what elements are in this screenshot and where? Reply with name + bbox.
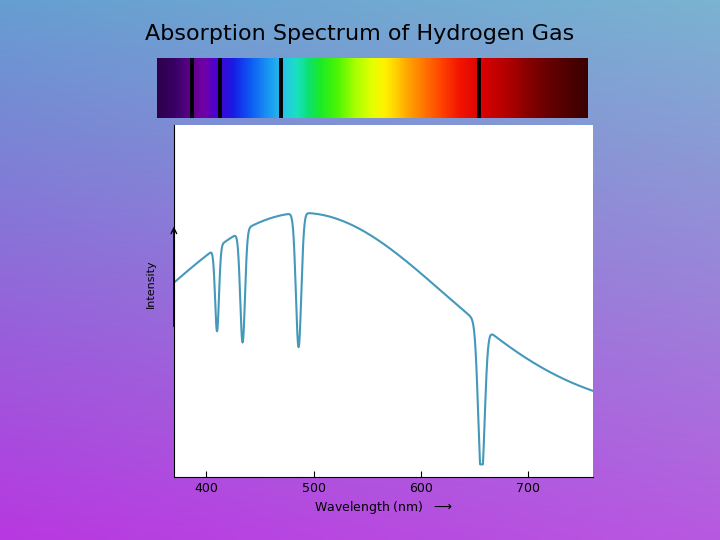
Text: Intensity: Intensity (146, 259, 156, 308)
Text: Absorption Spectrum of Hydrogen Gas: Absorption Spectrum of Hydrogen Gas (145, 24, 575, 44)
X-axis label: Wavelength (nm)  $\longrightarrow$: Wavelength (nm) $\longrightarrow$ (314, 499, 453, 516)
